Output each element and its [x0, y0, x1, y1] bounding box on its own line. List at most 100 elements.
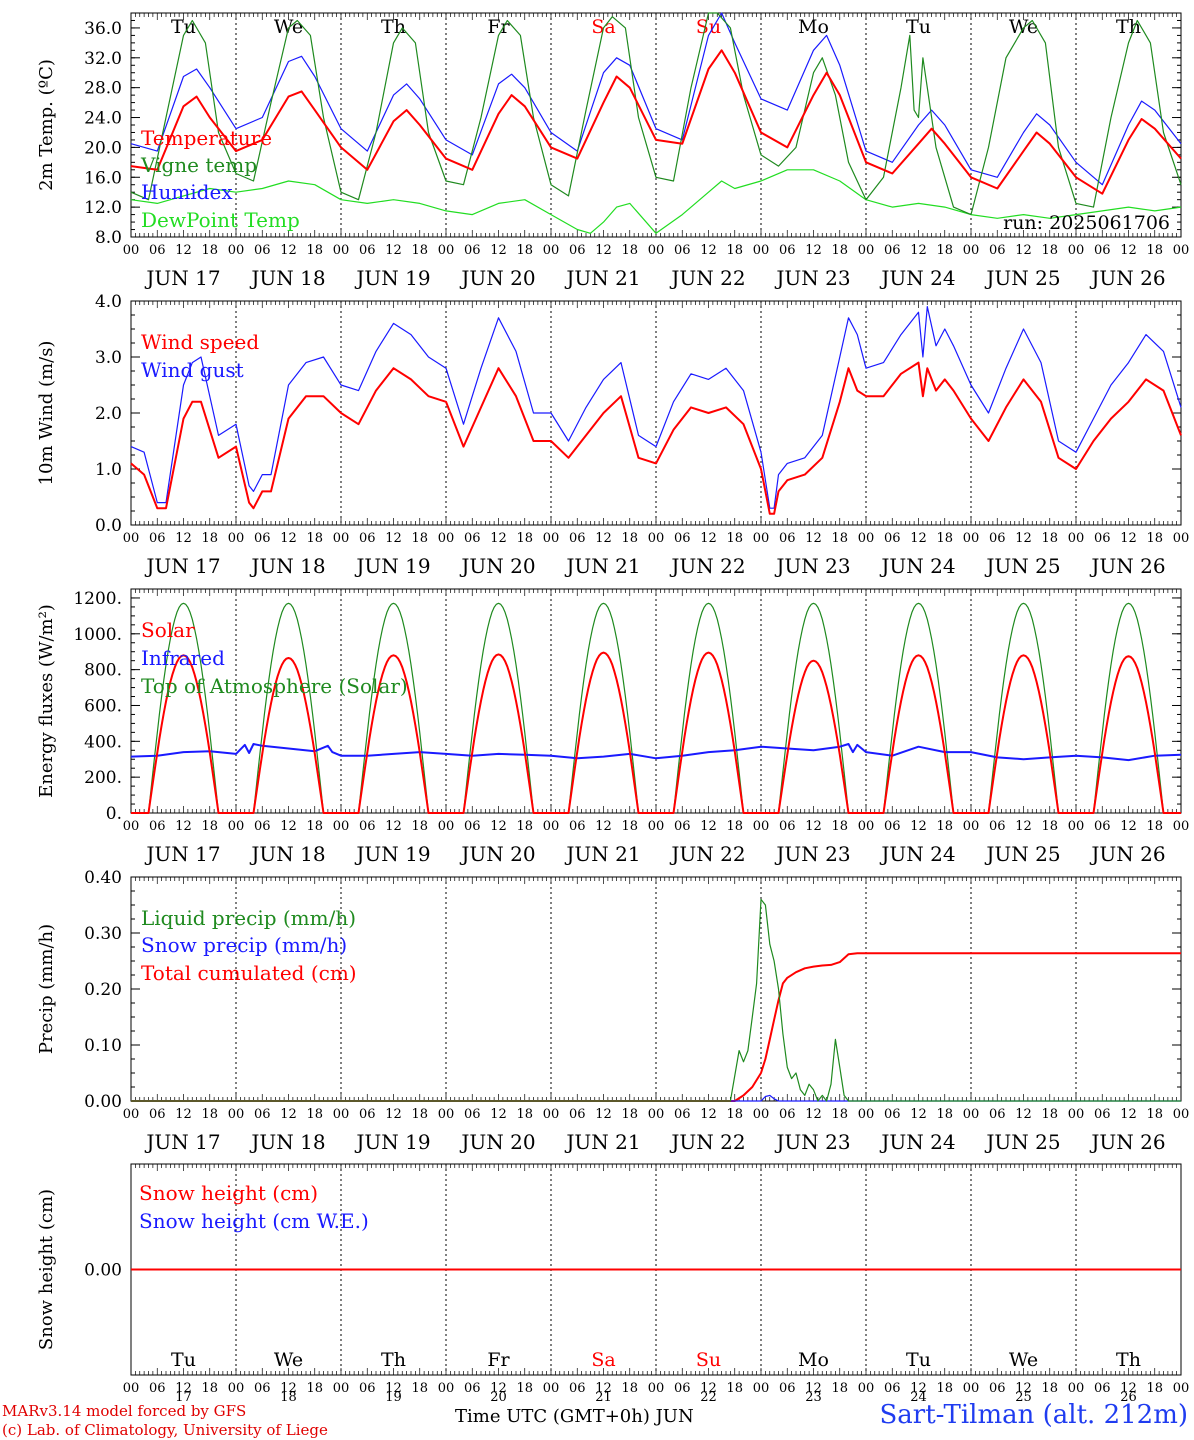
hour-label: 12: [595, 243, 612, 258]
legend-entry: Wind gust: [141, 358, 244, 382]
date-number: 18: [280, 1390, 297, 1405]
date-label: JUN 18: [249, 842, 325, 866]
hour-label: 00: [438, 819, 455, 834]
series-line-total-cumulated-cm: [131, 952, 1181, 1102]
hour-label: 18: [726, 1107, 743, 1122]
y-axis-label: 2m Temp. (ºC): [36, 59, 57, 191]
hour-label: 00: [648, 1381, 665, 1396]
hour-label: 18: [936, 819, 953, 834]
hour-label: 18: [1146, 819, 1163, 834]
hour-label: 06: [884, 819, 901, 834]
hour-label: 12: [805, 243, 822, 258]
y-tick-label: 3.0: [95, 348, 122, 368]
hour-label: 00: [1068, 819, 1085, 834]
hour-label: 06: [884, 531, 901, 546]
weekday-label: We: [1009, 16, 1038, 38]
hour-label: 12: [910, 1381, 927, 1396]
hour-label: 18: [516, 531, 533, 546]
weekday-label: Su: [696, 16, 721, 38]
hour-label: 00: [648, 1107, 665, 1122]
hour-label: 12: [910, 1107, 927, 1122]
hour-label: 06: [464, 819, 481, 834]
date-label: JUN 21: [564, 842, 640, 866]
legend-entry: Snow height (cm W.E.): [139, 1209, 369, 1233]
hour-label: 18: [201, 1107, 218, 1122]
legend-entry: Vigne temp: [140, 153, 257, 177]
hour-label: 12: [805, 819, 822, 834]
hour-label: 00: [228, 1381, 245, 1396]
hour-label: 00: [753, 1381, 770, 1396]
y-axis-label: Precip (mm/h): [36, 924, 57, 1054]
date-label: JUN 22: [669, 554, 745, 578]
hour-label: 18: [831, 1381, 848, 1396]
hour-label: 12: [700, 1107, 717, 1122]
hour-label: 12: [175, 531, 192, 546]
y-tick-label: 16.0: [84, 168, 122, 188]
hour-label: 00: [858, 531, 875, 546]
y-tick-label: 2.0: [95, 404, 122, 424]
weekday-label: Th: [1116, 1349, 1141, 1371]
hour-label: 00: [543, 1107, 560, 1122]
hour-label: 12: [1015, 243, 1032, 258]
y-tick-label: 20.0: [84, 138, 122, 158]
hour-label: 12: [1015, 819, 1032, 834]
hour-label: 12: [175, 243, 192, 258]
hour-label: 00: [1173, 531, 1190, 546]
weekday-label: Su: [696, 1349, 721, 1371]
hour-label: 06: [254, 819, 271, 834]
y-tick-label: 600.: [84, 696, 122, 716]
date-label: JUN 18: [249, 1130, 325, 1154]
hour-label: 00: [438, 243, 455, 258]
hour-label: 18: [1146, 243, 1163, 258]
hour-label: 00: [1068, 531, 1085, 546]
date-label: JUN 25: [984, 266, 1060, 290]
date-label: JUN 17: [144, 1130, 220, 1154]
hour-label: 12: [1120, 1107, 1137, 1122]
hour-label: 00: [1173, 243, 1190, 258]
y-tick-label: 0.00: [84, 1261, 122, 1281]
hour-label: 18: [1041, 1381, 1058, 1396]
hour-label: 12: [595, 531, 612, 546]
hour-label: 00: [438, 1107, 455, 1122]
hour-label: 06: [359, 243, 376, 258]
hour-label: 12: [385, 1107, 402, 1122]
hour-label: 18: [306, 819, 323, 834]
hour-label: 18: [411, 243, 428, 258]
hour-label: 12: [595, 819, 612, 834]
hour-label: 00: [963, 819, 980, 834]
date-label: JUN 26: [1089, 554, 1165, 578]
hour-label: 06: [779, 531, 796, 546]
hour-label: 18: [1041, 819, 1058, 834]
date-number: 24: [910, 1390, 927, 1405]
weekday-label: Fr: [487, 16, 510, 38]
hour-label: 00: [753, 531, 770, 546]
date-label: JUN 20: [459, 554, 535, 578]
hour-label: 12: [490, 1381, 507, 1396]
hour-label: 06: [674, 243, 691, 258]
hour-label: 06: [254, 243, 271, 258]
weekday-label: Mo: [798, 16, 829, 38]
hour-label: 06: [254, 531, 271, 546]
hour-label: 12: [910, 243, 927, 258]
hour-label: 00: [228, 819, 245, 834]
hour-label: 12: [280, 1381, 297, 1396]
hour-label: 18: [726, 819, 743, 834]
lab-credit: (c) Lab. of Climatology, University of L…: [2, 1421, 328, 1439]
hour-label: 12: [385, 531, 402, 546]
date-label: JUN 25: [984, 1130, 1060, 1154]
y-tick-label: 32.0: [84, 49, 122, 69]
y-axis-label: Energy fluxes (W/m²): [36, 604, 57, 798]
hour-label: 12: [280, 243, 297, 258]
hour-label: 18: [516, 1107, 533, 1122]
date-number: 23: [805, 1390, 822, 1405]
date-label: JUN 24: [879, 1130, 955, 1154]
legend-entry: Infrared: [141, 646, 225, 670]
date-number: 21: [595, 1390, 612, 1405]
hour-label: 12: [700, 243, 717, 258]
date-label: JUN 23: [774, 266, 850, 290]
hour-label: 06: [1094, 1107, 1111, 1122]
date-number: 26: [1120, 1390, 1137, 1405]
hour-label: 18: [306, 1381, 323, 1396]
hour-label: 00: [543, 531, 560, 546]
